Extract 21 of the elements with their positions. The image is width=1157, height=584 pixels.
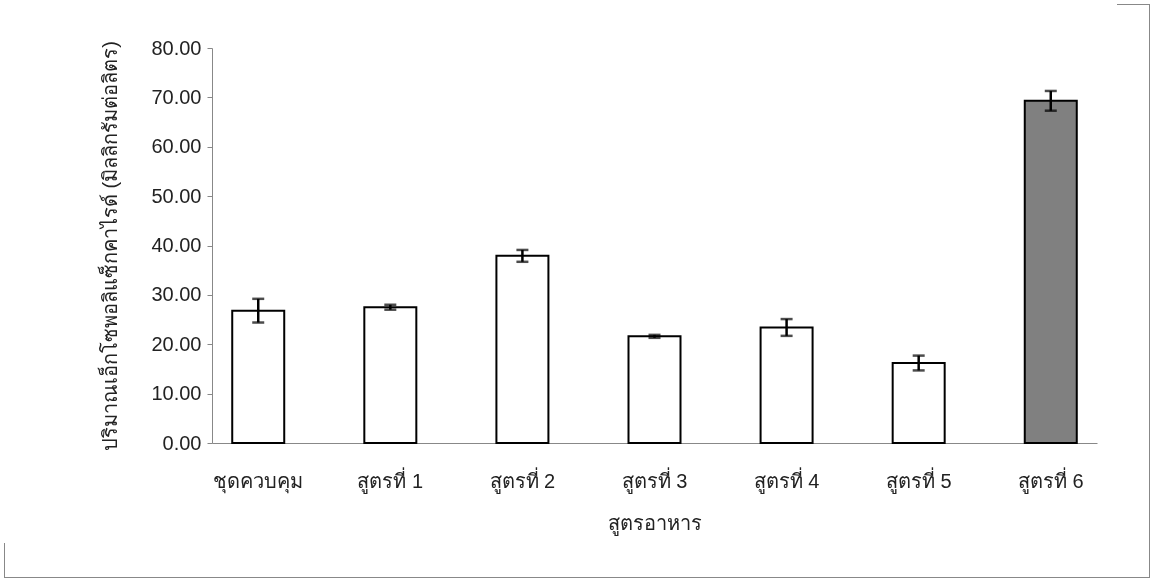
bar [495, 254, 550, 444]
x-tick-label: สูตรที่ 6 [1017, 466, 1084, 494]
y-axis-title: ปริมาณเอ็กโซพอลิแซ็กคาไรด์ (มิลลิกรัมต่อลิตร) [97, 41, 122, 451]
y-tick-label: 20.00 [151, 332, 202, 355]
y-tick-label: 50.00 [151, 184, 202, 207]
bar [627, 335, 682, 444]
x-tick-label: สูตรที่ 5 [885, 466, 952, 494]
y-tick-label: 40.00 [151, 234, 202, 256]
y-tick-label: 10.00 [151, 382, 202, 405]
x-tick-label: สูตรที่ 2 [489, 466, 556, 494]
y-tick-label: 70.00 [151, 85, 202, 108]
bar [363, 306, 418, 444]
x-tick-label: สูตรที่ 4 [753, 466, 820, 494]
y-tick-label: 0.00 [162, 431, 202, 454]
y-tick-label: 30.00 [151, 283, 202, 306]
y-tick-label: 80.00 [151, 36, 202, 59]
x-tick-label: สูตรที่ 1 [357, 466, 424, 494]
y-tick-label: 60.00 [151, 135, 202, 158]
x-tick-label: สูตรที่ 3 [621, 466, 688, 494]
x-axis-title: สูตรอาหาร [608, 511, 702, 536]
x-tick-label: ชุดควบคุม [213, 469, 304, 494]
